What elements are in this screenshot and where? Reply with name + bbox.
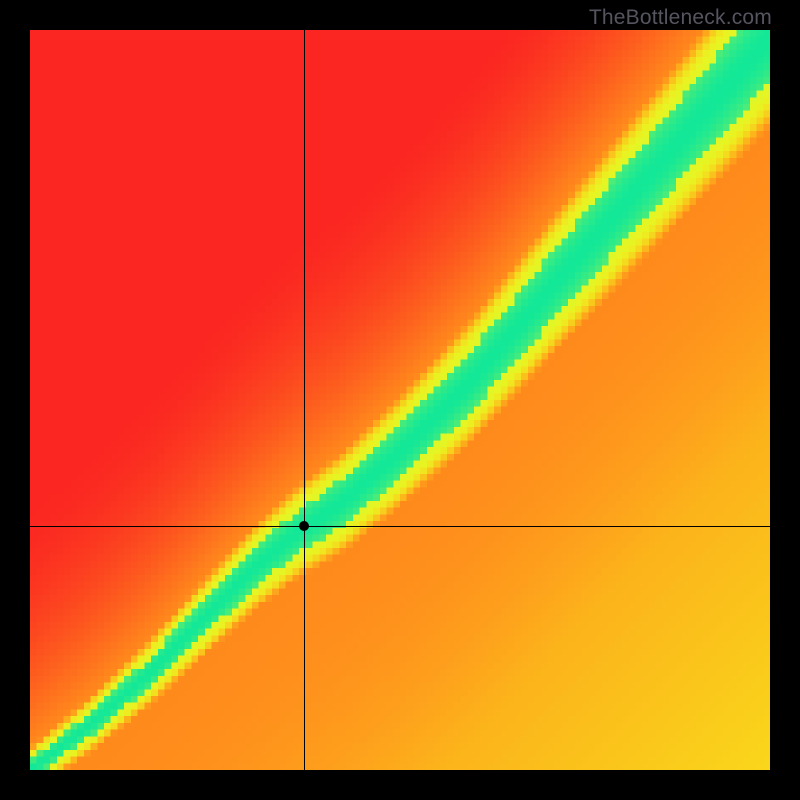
chart-container: { "watermark": { "text": "TheBottleneck.…: [0, 0, 800, 800]
bottleneck-heatmap: [30, 30, 770, 770]
crosshair-vertical: [304, 30, 305, 770]
heatmap-canvas: [30, 30, 770, 770]
watermark-text: TheBottleneck.com: [589, 6, 772, 30]
crosshair-horizontal: [30, 526, 770, 527]
crosshair-marker-dot: [299, 521, 309, 531]
